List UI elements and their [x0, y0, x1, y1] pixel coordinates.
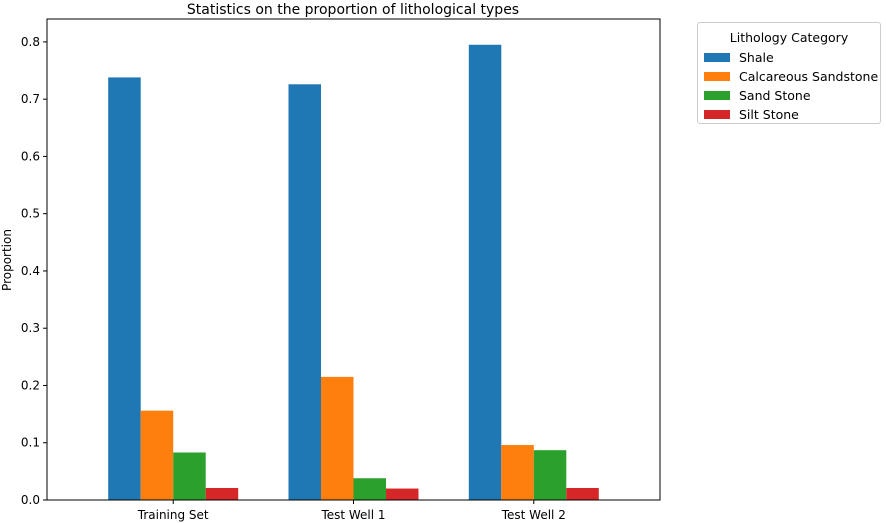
- legend-swatch-shale: [704, 52, 730, 62]
- y-tick-label: 0.3: [21, 321, 40, 335]
- y-tick-label: 0.0: [21, 493, 40, 507]
- y-tick-label: 0.4: [21, 264, 40, 278]
- y-axis-label: Proportion: [0, 229, 14, 291]
- x-tick-label: Test Well 1: [320, 508, 385, 522]
- legend-label-shale: Shale: [739, 49, 774, 65]
- y-axis: 0.0 0.1 0.2 0.3 0.4 0.5 0.6 0.7 0.8: [21, 35, 47, 507]
- legend-swatch-silt-stone: [704, 109, 730, 119]
- bar-sand-stone-training-set: [173, 452, 206, 500]
- bar-silt-stone-training-set: [205, 487, 239, 500]
- bar-sand-stone-test-well-1: [353, 478, 386, 500]
- y-tick-label: 0.5: [21, 207, 40, 221]
- legend: Lithology Category Shale Calcareous Sand…: [697, 22, 881, 124]
- chart-title: Statistics on the proportion of litholog…: [187, 2, 519, 18]
- bar-shale-test-well-1: [288, 84, 321, 501]
- bar-calcareous-sandstone-test-well-1: [321, 376, 354, 500]
- y-tick-label: 0.7: [21, 92, 40, 106]
- legend-item-calcareous-sandstone: Calcareous Sandstone: [704, 67, 878, 85]
- bars-group: [108, 44, 599, 501]
- bar-shale-training-set: [108, 77, 141, 501]
- legend-swatch-calcareous-sandstone: [704, 71, 730, 81]
- legend-swatch-sand-stone: [704, 90, 730, 100]
- legend-label-silt-stone: Silt Stone: [739, 106, 799, 122]
- legend-item-silt-stone: Silt Stone: [704, 105, 799, 123]
- plot-frame: [46, 18, 661, 501]
- legend-title: Lithology Category: [729, 30, 849, 45]
- y-tick-label: 0.1: [21, 436, 40, 450]
- legend-label-sand-stone: Sand Stone: [739, 87, 811, 103]
- bar-shale-test-well-2: [468, 44, 502, 501]
- x-tick-label: Test Well 2: [501, 508, 566, 522]
- bar-calcareous-sandstone-training-set: [140, 410, 174, 500]
- bar-calcareous-sandstone-test-well-2: [501, 445, 534, 500]
- x-tick-label: Training Set: [137, 508, 209, 522]
- legend-item-shale: Shale: [704, 48, 774, 66]
- bar-sand-stone-test-well-2: [533, 450, 567, 500]
- y-tick-label: 0.2: [21, 378, 40, 392]
- legend-item-sand-stone: Sand Stone: [704, 86, 811, 104]
- y-tick-label: 0.8: [21, 35, 40, 49]
- legend-label-calcareous-sandstone: Calcareous Sandstone: [739, 68, 879, 84]
- bar-silt-stone-test-well-2: [566, 487, 599, 500]
- bar-silt-stone-test-well-1: [386, 488, 419, 500]
- y-tick-label: 0.6: [21, 149, 40, 163]
- x-axis: Training Set Test Well 1 Test Well 2: [137, 500, 566, 522]
